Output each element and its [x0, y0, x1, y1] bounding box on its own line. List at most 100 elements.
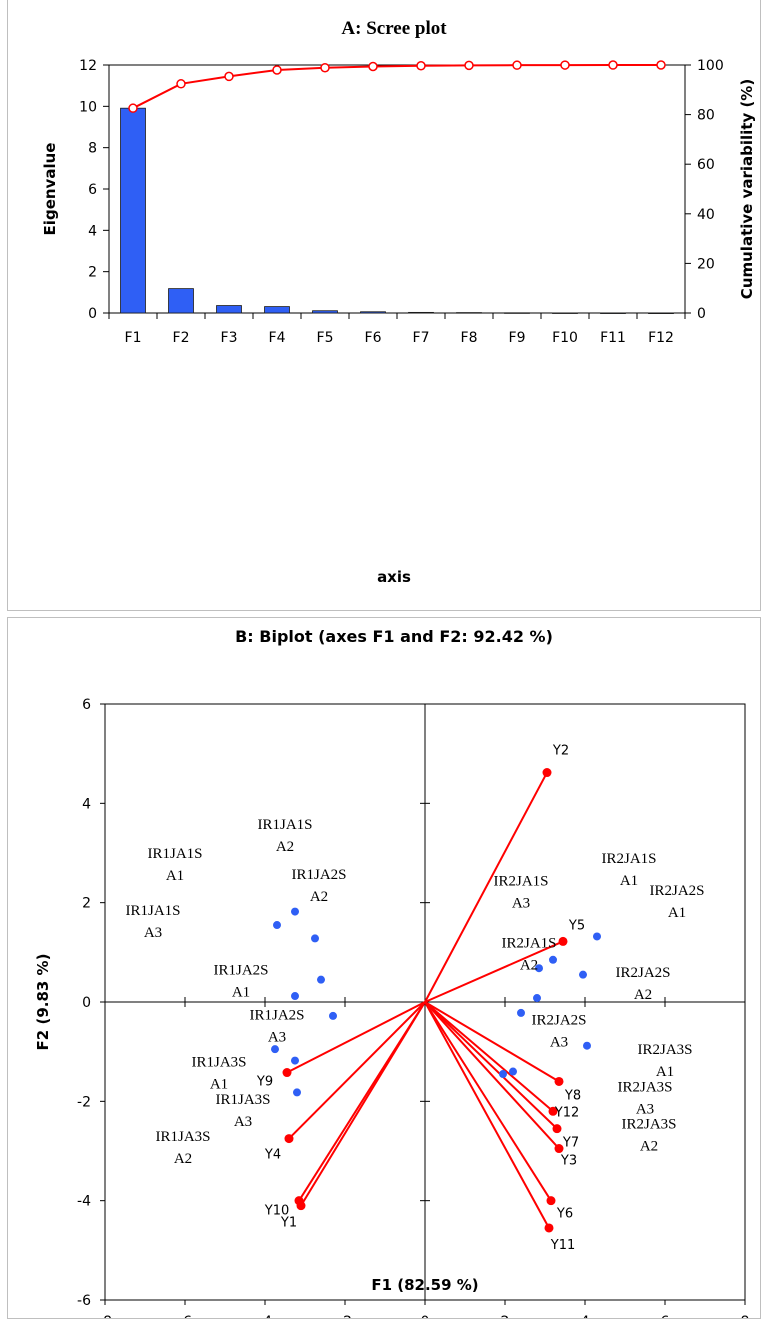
cumulative-point — [560, 60, 570, 70]
eigenvalue-bar — [600, 312, 626, 314]
observation-label: IR1JA3S — [155, 1129, 210, 1145]
variable-vector — [286, 1001, 426, 1074]
x-tick-label: F5 — [317, 330, 334, 346]
observation-point — [549, 955, 557, 964]
cumulative-point — [224, 71, 234, 82]
observation-label: A1 — [166, 868, 184, 884]
variable-vector — [424, 1001, 552, 1202]
cumulative-point — [464, 60, 474, 71]
y-tick-label: 2 — [88, 265, 97, 281]
observation-point — [311, 934, 319, 943]
variable-point — [282, 1068, 292, 1078]
y2-tick-label: 20 — [697, 256, 715, 272]
cumulative-variability-line — [132, 64, 662, 110]
x-tick-label: F7 — [413, 330, 430, 346]
x-tick-label: 8 — [741, 1314, 750, 1318]
x-tick-label: 0 — [421, 1314, 430, 1318]
x-tick-label: F1 — [125, 330, 142, 346]
cumulative-point — [368, 61, 378, 72]
observation-point — [271, 1045, 279, 1054]
y-tick-label: 6 — [82, 697, 91, 713]
variable-label: Y8 — [564, 1088, 581, 1103]
observation-label: IR2JA2S — [615, 965, 670, 981]
variable-point — [552, 1124, 562, 1134]
scree-plot-frame — [108, 64, 686, 314]
x-tick-label: F3 — [221, 330, 238, 346]
observation-label: A2 — [310, 889, 328, 905]
variable-label: Y2 — [552, 744, 569, 759]
variable-label: Y6 — [556, 1207, 573, 1222]
eigenvalue-bar — [264, 306, 290, 314]
variable-label: Y9 — [256, 1075, 273, 1090]
y2-tick-label: 40 — [697, 207, 715, 223]
eigenvalue-bar — [120, 107, 146, 314]
observation-label: IR2JA3S — [617, 1079, 672, 1095]
variable-vector — [424, 1001, 554, 1113]
observation-label: A1 — [210, 1077, 228, 1093]
scree-plot-panel: A: Scree plot 0 2 4 6 8 10 12 0 20 40 60 80 100 F1 F2 F3… — [7, 0, 761, 611]
observation-label: IR2JA3S — [637, 1042, 692, 1058]
observation-label: IR1JA1S — [257, 817, 312, 833]
scree-plot-chart: A: Scree plot 0 2 4 6 8 10 12 0 20 40 60 80 100 F1 F2 F3… — [41, 18, 756, 586]
variable-label: Y4 — [264, 1148, 281, 1163]
observation-label: A2 — [640, 1139, 658, 1155]
biplot-title: B: Biplot (axes F1 and F2: 92.42 %) — [235, 627, 553, 646]
observation-label: A3 — [512, 895, 530, 911]
observation-point — [329, 1011, 337, 1020]
y-tick-label: 10 — [79, 99, 97, 115]
y2-tick-label: 0 — [697, 306, 706, 322]
cumulative-point — [512, 60, 522, 70]
x-tick-label: F10 — [552, 330, 578, 346]
variable-label: Y10 — [264, 1204, 289, 1219]
variable-point — [554, 1144, 564, 1154]
variable-point — [548, 1106, 558, 1116]
observation-label: IR1JA1S — [125, 903, 180, 919]
variable-vector — [424, 772, 548, 1003]
observation-label: A3 — [268, 1029, 286, 1045]
observation-point — [291, 1056, 299, 1065]
observation-point — [579, 970, 587, 979]
variable-label: Y7 — [562, 1136, 579, 1151]
observation-point — [317, 975, 325, 984]
observation-label: IR2JA3S — [621, 1117, 676, 1133]
observation-point — [593, 932, 601, 941]
y-tick-label: 0 — [82, 995, 91, 1011]
observation-point — [293, 1088, 301, 1097]
x-axis-title: F1 (82.59 %) — [371, 1276, 478, 1294]
y-tick-label: 4 — [82, 796, 91, 812]
eigenvalue-bar — [552, 312, 578, 314]
observation-label: A3 — [234, 1114, 252, 1130]
variable-point — [294, 1196, 304, 1206]
y2-tick-label: 80 — [697, 108, 715, 124]
eigenvalue-bar — [504, 312, 530, 314]
y-tick-label: -2 — [77, 1094, 91, 1110]
x-tick-label: F6 — [365, 330, 382, 346]
variable-label: Y3 — [560, 1154, 577, 1169]
variable-label: Y5 — [568, 918, 585, 933]
x-tick-label: -8 — [98, 1314, 112, 1318]
x-tick-label: F9 — [509, 330, 526, 346]
observation-point — [499, 1070, 507, 1079]
variable-point — [542, 768, 552, 778]
y-tick-label: 4 — [88, 223, 97, 239]
variable-vector — [424, 1001, 560, 1150]
observation-label: IR2JA2S — [531, 1012, 586, 1028]
eigenvalue-bar — [168, 288, 194, 314]
observation-label: A1 — [656, 1064, 674, 1080]
cumulative-point — [176, 79, 186, 89]
variable-vector — [424, 1001, 558, 1130]
cumulative-point — [320, 62, 330, 73]
variable-vector — [424, 940, 564, 1003]
x-tick-label: F12 — [648, 330, 674, 346]
observation-point — [509, 1067, 517, 1076]
y2-tick-label: 100 — [697, 58, 724, 74]
y-tick-label: 12 — [79, 58, 97, 74]
eigenvalue-bar — [312, 310, 338, 314]
variable-label: Y1 — [280, 1216, 297, 1231]
observation-label: A1 — [232, 985, 250, 1001]
y-axis-title: F2 (9.83 %) — [34, 954, 52, 1051]
variable-point — [546, 1196, 556, 1206]
eigenvalue-bar — [648, 312, 674, 314]
variable-vector — [424, 1001, 560, 1083]
observation-label: IR2JA1S — [601, 851, 656, 867]
